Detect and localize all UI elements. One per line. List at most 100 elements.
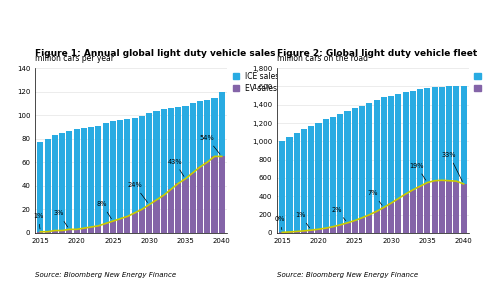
Bar bbox=[359, 106, 365, 218]
Bar bbox=[461, 184, 467, 233]
Bar bbox=[81, 228, 87, 233]
Bar bbox=[294, 133, 300, 231]
Bar bbox=[337, 225, 343, 233]
Bar bbox=[190, 173, 196, 233]
Bar bbox=[424, 183, 430, 233]
Bar bbox=[417, 89, 423, 186]
Bar bbox=[161, 195, 167, 233]
Bar bbox=[67, 229, 73, 233]
Bar bbox=[197, 167, 203, 233]
Text: 2%: 2% bbox=[332, 207, 346, 221]
Bar bbox=[182, 179, 188, 233]
Bar bbox=[219, 92, 225, 156]
Text: Figure 2: Global light duty vehicle fleet: Figure 2: Global light duty vehicle flee… bbox=[277, 49, 477, 58]
Bar bbox=[330, 227, 336, 233]
Bar bbox=[446, 181, 452, 233]
Bar bbox=[190, 103, 196, 173]
Text: 54%: 54% bbox=[200, 135, 220, 154]
Bar bbox=[366, 215, 372, 233]
Bar bbox=[117, 120, 123, 219]
Bar bbox=[410, 91, 416, 190]
Bar bbox=[301, 231, 307, 233]
Bar bbox=[44, 139, 51, 232]
Bar bbox=[439, 180, 445, 233]
Bar bbox=[410, 190, 416, 233]
Bar bbox=[124, 216, 131, 233]
Bar bbox=[211, 98, 218, 156]
Text: 24%: 24% bbox=[128, 182, 148, 202]
Bar bbox=[110, 221, 116, 233]
Bar bbox=[308, 230, 314, 233]
Bar bbox=[95, 126, 101, 226]
Bar bbox=[88, 227, 94, 233]
Text: 3%: 3% bbox=[53, 210, 68, 227]
Bar bbox=[453, 181, 460, 233]
Bar bbox=[103, 124, 109, 224]
Bar bbox=[316, 229, 322, 233]
Bar bbox=[352, 108, 358, 220]
Bar bbox=[279, 141, 285, 232]
Bar bbox=[403, 194, 409, 233]
Bar bbox=[323, 228, 329, 233]
Bar bbox=[294, 231, 300, 233]
Bar bbox=[373, 211, 380, 233]
Bar bbox=[373, 100, 380, 211]
Bar bbox=[453, 86, 460, 181]
Bar bbox=[168, 189, 174, 233]
Bar bbox=[175, 107, 181, 183]
Bar bbox=[146, 113, 152, 205]
Bar bbox=[446, 86, 452, 181]
Text: 0%: 0% bbox=[275, 216, 285, 230]
Bar bbox=[424, 88, 430, 183]
Bar bbox=[279, 232, 285, 233]
Bar bbox=[37, 142, 43, 232]
Bar bbox=[132, 213, 138, 233]
Text: Figure 1: Annual global light duty vehicle sales: Figure 1: Annual global light duty vehic… bbox=[35, 49, 276, 58]
Bar bbox=[44, 232, 51, 233]
Bar bbox=[182, 106, 188, 179]
Bar bbox=[52, 135, 58, 231]
Bar bbox=[439, 87, 445, 180]
Bar bbox=[168, 108, 174, 189]
Bar bbox=[381, 97, 387, 207]
Bar bbox=[175, 183, 181, 233]
Bar bbox=[204, 162, 210, 233]
Bar bbox=[110, 121, 116, 221]
Bar bbox=[345, 223, 351, 233]
Bar bbox=[286, 137, 293, 232]
Bar bbox=[59, 231, 65, 233]
Text: Source: Bloomberg New Energy Finance: Source: Bloomberg New Energy Finance bbox=[277, 272, 418, 278]
Bar bbox=[461, 85, 467, 184]
Bar bbox=[286, 232, 293, 233]
Bar bbox=[352, 220, 358, 233]
Bar bbox=[67, 131, 73, 229]
Bar bbox=[81, 128, 87, 228]
Bar bbox=[219, 156, 225, 233]
Bar bbox=[132, 118, 138, 213]
Text: 19%: 19% bbox=[409, 163, 426, 180]
Bar bbox=[153, 200, 159, 233]
Bar bbox=[52, 231, 58, 233]
Text: 43%: 43% bbox=[167, 159, 184, 176]
Bar bbox=[395, 94, 401, 199]
Bar bbox=[161, 109, 167, 195]
Text: 1%: 1% bbox=[295, 212, 309, 228]
Bar bbox=[103, 224, 109, 233]
Text: million cars on the road: million cars on the road bbox=[277, 54, 368, 63]
Legend: ICE sales, EV sales: ICE sales, EV sales bbox=[232, 72, 279, 93]
Bar bbox=[308, 126, 314, 230]
Bar bbox=[211, 156, 218, 233]
Bar bbox=[139, 116, 145, 209]
Text: 7%: 7% bbox=[368, 190, 382, 205]
Bar bbox=[337, 114, 343, 225]
Bar bbox=[74, 129, 80, 229]
Text: 1%: 1% bbox=[33, 213, 43, 229]
Bar bbox=[117, 219, 123, 233]
Bar bbox=[37, 232, 43, 233]
Bar bbox=[323, 119, 329, 228]
Bar bbox=[366, 103, 372, 215]
Bar bbox=[388, 96, 394, 203]
Bar bbox=[146, 205, 152, 233]
Bar bbox=[403, 92, 409, 194]
Bar bbox=[139, 209, 145, 233]
